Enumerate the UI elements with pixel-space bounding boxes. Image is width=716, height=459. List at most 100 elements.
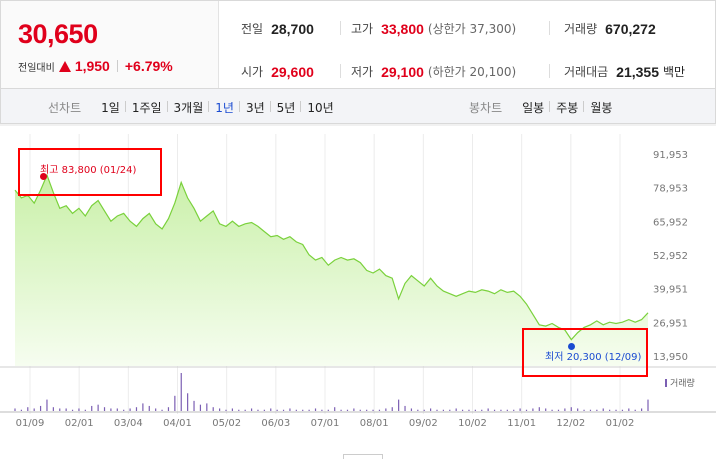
volume-bar	[404, 405, 406, 411]
tab-10y[interactable]: 10년	[300, 99, 339, 116]
volume-bar	[20, 409, 22, 411]
volume-bar	[442, 409, 444, 411]
volume-bar	[135, 407, 138, 411]
volume-bar	[602, 408, 604, 411]
volume-bar	[314, 408, 317, 411]
volume-bar	[359, 409, 361, 411]
volume-bar	[244, 409, 246, 411]
change-amount: 1,950	[74, 58, 110, 74]
x-tick-label: 01/09	[16, 418, 45, 429]
volume-bar	[500, 409, 502, 411]
volume-bar	[641, 408, 643, 411]
volume-bar	[97, 404, 99, 411]
volume-bar	[551, 409, 553, 411]
low-marker-box	[522, 328, 648, 377]
volume-bar	[628, 408, 630, 411]
current-price: 30,650	[18, 19, 98, 49]
stat-label: 거래대금	[564, 65, 609, 79]
volume-bar	[282, 409, 285, 411]
volume-bar	[385, 408, 387, 411]
volume-bar	[103, 407, 106, 411]
volume-bar	[621, 409, 624, 411]
tab-monthly[interactable]: 월봉	[583, 99, 618, 116]
tab-3y[interactable]: 3년	[238, 99, 271, 116]
high-marker-box	[18, 148, 162, 196]
x-tick-label: 07/01	[311, 418, 340, 429]
volume-bar	[295, 409, 297, 411]
price-area-fill	[15, 175, 648, 366]
volume-bar	[493, 409, 496, 411]
divider	[116, 60, 118, 72]
stat-trade-value: 거래대금 21,355 백만	[564, 63, 685, 80]
volume-bar	[199, 404, 202, 411]
volume-bar	[212, 407, 214, 411]
tab-1w[interactable]: 1주일	[124, 99, 168, 116]
volume-legend: 거래량	[665, 376, 695, 389]
volume-bar	[52, 407, 54, 411]
tab-daily[interactable]: 일봉	[522, 101, 545, 115]
volume-bar	[78, 408, 80, 411]
x-tick-label: 04/01	[163, 418, 192, 429]
low-marker-label: 최저 20,300 (12/09)	[545, 348, 641, 363]
tab-1d[interactable]: 1일	[101, 101, 120, 115]
price-chart[interactable]: 91,953 78,953 65,952 52,952 39,951 26,951 13,9…	[0, 124, 716, 459]
volume-swatch	[665, 378, 667, 387]
high-label: 최고	[40, 165, 59, 176]
y-tick-label: 65,952	[653, 217, 688, 228]
volume-bar	[417, 409, 419, 411]
volume-bar	[276, 409, 278, 411]
stat-sub: (상한가 37,300)	[427, 22, 517, 36]
volume-bar	[545, 408, 547, 411]
divider	[340, 64, 341, 78]
volume-bar	[155, 408, 157, 411]
tab-5y[interactable]: 5년	[269, 99, 302, 116]
stat-label: 전일	[241, 22, 264, 36]
low-point-dot	[567, 343, 575, 351]
volume-bar	[14, 408, 16, 411]
low-date: (12/09)	[604, 352, 642, 363]
volume-bar	[65, 408, 67, 411]
volume-bar	[250, 408, 253, 411]
line-chart-label: 선차트	[48, 101, 82, 115]
stat-value: 29,100	[381, 63, 424, 80]
divider	[549, 64, 550, 78]
volume-bar	[609, 409, 611, 411]
chart-resize-handle[interactable]	[343, 454, 383, 459]
high-date: (01/24)	[99, 165, 137, 176]
tab-3m[interactable]: 3개월	[166, 99, 210, 116]
stat-low: 저가 29,100 (하한가 20,100)	[351, 63, 516, 80]
y-tick-label: 91,953	[653, 150, 688, 161]
x-tick-label: 01/02	[606, 418, 635, 429]
volume-bar	[321, 409, 323, 411]
up-triangle-icon	[58, 60, 71, 72]
candle-chart-tabs: 봉차트 일봉 주봉 월봉	[469, 99, 618, 116]
stats-grid: 전일 28,700 고가 33,800 (상한가 37,300) 거래량 670…	[219, 1, 715, 88]
volume-bar	[430, 408, 432, 411]
x-tick-label: 06/03	[261, 418, 290, 429]
volume-bar	[570, 407, 572, 411]
volume-bar	[59, 408, 61, 411]
y-tick-label: 52,952	[653, 251, 688, 262]
stock-summary: 30,650 전일대비 1,950 +6.79% 전일 28,700 고가 33…	[0, 0, 716, 89]
tab-weekly[interactable]: 주봉	[549, 99, 584, 116]
x-tick-label: 03/04	[114, 418, 143, 429]
tab-1y[interactable]: 1년	[208, 99, 240, 116]
volume-bar	[225, 409, 227, 411]
volume-bar	[193, 400, 195, 411]
change-percent: +6.79%	[124, 58, 173, 74]
stat-label: 고가	[351, 22, 374, 36]
volume-bar	[391, 407, 393, 411]
volume-bar	[557, 409, 560, 411]
volume-bar	[506, 409, 508, 411]
stat-volume: 거래량 670,272	[564, 20, 656, 37]
volume-bar	[110, 408, 112, 411]
volume-bar	[116, 408, 118, 411]
volume-bar	[71, 409, 74, 411]
y-tick-label: 13,950	[653, 352, 688, 363]
x-tick-label: 09/02	[409, 418, 438, 429]
line-chart-tabs: 선차트 1일 1주일 3개월 1년 3년 5년 10년	[48, 99, 340, 116]
volume-bar	[525, 409, 528, 411]
volume-bar	[474, 409, 476, 411]
price-line	[14, 173, 649, 341]
volume-bar	[513, 409, 515, 411]
